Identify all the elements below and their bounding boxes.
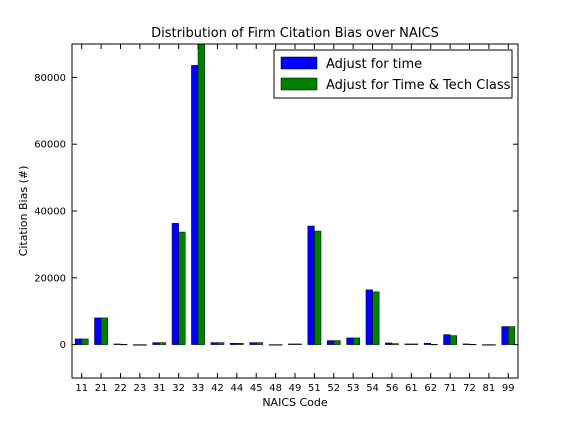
x-tick-label: 31	[153, 383, 166, 394]
bar-22-series-1	[114, 344, 121, 345]
bar-71-series-2	[450, 336, 457, 345]
x-tick-label: 11	[75, 383, 88, 394]
bar-99-series-1	[502, 327, 509, 345]
x-tick-label: 32	[172, 383, 185, 394]
x-tick-label: 81	[483, 383, 496, 394]
bar-72-series-2	[470, 344, 477, 345]
bar-48-series-1	[269, 345, 276, 346]
bar-54-series-1	[366, 290, 373, 345]
bar-81-series-1	[482, 345, 489, 346]
bar-23-series-1	[133, 345, 140, 346]
x-tick-label: 54	[366, 383, 379, 394]
bar-81-series-2	[489, 345, 496, 346]
bar-48-series-2	[276, 345, 283, 346]
y-tick-label: 20000	[34, 273, 66, 284]
x-tick-label: 51	[308, 383, 321, 394]
y-tick-label: 60000	[34, 140, 66, 151]
bar-99-series-2	[508, 327, 515, 345]
bar-42-series-2	[217, 343, 224, 345]
bar-31-series-2	[159, 343, 166, 345]
bar-56-series-2	[392, 344, 399, 345]
x-tick-label: 22	[114, 383, 127, 394]
x-tick-label: 44	[230, 383, 243, 394]
x-tick-label: 61	[405, 383, 418, 394]
x-tick-label: 42	[211, 383, 224, 394]
bar-49-series-2	[295, 344, 302, 345]
bar-11-series-1	[75, 339, 82, 345]
bar-45-series-1	[250, 343, 257, 345]
y-tick-label: 40000	[34, 207, 66, 218]
chart-title: Distribution of Firm Citation Bias over …	[151, 26, 439, 41]
bar-42-series-1	[211, 343, 218, 345]
bar-45-series-2	[256, 343, 263, 345]
bar-44-series-1	[230, 343, 237, 344]
bar-52-series-2	[334, 341, 341, 345]
bar-51-series-1	[308, 226, 315, 345]
y-tick-label: 0	[60, 340, 66, 351]
bar-33-series-1	[191, 65, 198, 344]
bar-51-series-2	[314, 231, 321, 345]
legend-label-1: Adjust for time	[326, 57, 422, 72]
bar-23-series-2	[140, 345, 147, 346]
bar-53-series-1	[347, 338, 354, 345]
x-tick-label: 71	[444, 383, 457, 394]
bar-52-series-1	[327, 341, 334, 345]
x-tick-label: 33	[192, 383, 205, 394]
x-tick-label: 23	[134, 383, 147, 394]
bar-53-series-2	[353, 338, 360, 345]
bar-49-series-1	[288, 344, 295, 345]
bar-21-series-2	[101, 318, 108, 345]
bar-62-series-1	[424, 343, 431, 344]
bar-56-series-1	[385, 343, 392, 345]
bar-32-series-1	[172, 223, 179, 344]
x-tick-label: 45	[250, 383, 263, 394]
bar-44-series-2	[237, 343, 244, 344]
x-tick-label: 56	[386, 383, 399, 394]
bar-31-series-1	[153, 343, 160, 345]
legend-label-2: Adjust for Time & Tech Class	[326, 78, 511, 93]
x-tick-label: 49	[289, 383, 302, 394]
bar-61-series-1	[405, 344, 412, 345]
bar-33-series-2	[198, 44, 205, 345]
y-tick-label: 80000	[34, 73, 66, 84]
bar-32-series-2	[179, 232, 186, 345]
x-tick-label: 62	[424, 383, 437, 394]
x-tick-label: 53	[347, 383, 360, 394]
bar-22-series-2	[120, 344, 127, 345]
bar-11-series-2	[82, 339, 89, 345]
legend: Adjust for time Adjust for Time & Tech Cl…	[274, 50, 512, 98]
legend-swatch-2	[281, 78, 317, 90]
bar-21-series-1	[94, 318, 101, 345]
bar-71-series-1	[444, 335, 451, 345]
bar-72-series-1	[463, 344, 470, 345]
bar-54-series-2	[373, 292, 380, 345]
x-tick-label: 99	[502, 383, 515, 394]
bar-62-series-2	[431, 344, 438, 345]
legend-swatch-1	[281, 57, 317, 69]
x-tick-label: 48	[269, 383, 282, 394]
bar-61-series-2	[411, 344, 418, 345]
y-axis-label: Citation Bias (#)	[17, 166, 30, 257]
x-tick-label: 72	[463, 383, 476, 394]
x-tick-label: 52	[327, 383, 340, 394]
x-tick-label: 21	[95, 383, 108, 394]
x-axis-label: NAICS Code	[262, 396, 328, 409]
